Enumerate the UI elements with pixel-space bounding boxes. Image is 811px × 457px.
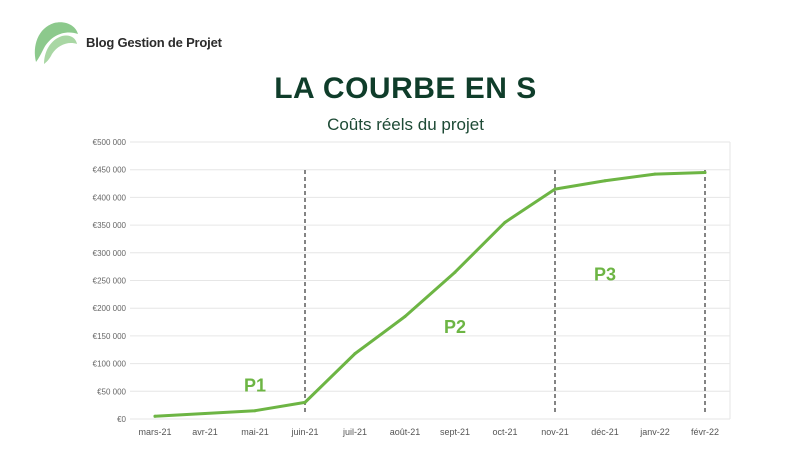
y-tick-label: €500 000 [93,138,127,147]
page-subtitle: Coûts réels du projet [327,115,484,134]
data-point [553,187,557,191]
x-tick-label: avr-21 [192,427,218,437]
data-point [403,315,407,319]
data-point [353,352,357,356]
brand: Blog Gestion de Projet [30,18,222,66]
brand-name: Blog Gestion de Projet [86,34,222,50]
leaf-logo-icon [34,22,78,64]
data-point [303,400,307,404]
x-tick-label: juin-21 [290,427,318,437]
data-point [453,270,457,274]
y-tick-label: €350 000 [93,221,127,230]
phase-label: P2 [444,317,466,337]
x-tick-label: déc-21 [591,427,619,437]
data-point [703,170,707,174]
data-point [503,220,507,224]
y-tick-label: €300 000 [93,249,127,258]
series-line [153,170,707,418]
y-tick-label: €50 000 [97,387,126,396]
phase-label: P1 [244,375,266,395]
s-curve-chart: €0 €50 000 €100 000 €150 000 €200 000 €250 00… [93,138,731,437]
x-tick-label: oct-21 [492,427,517,437]
x-tick-label: févr-22 [691,427,719,437]
data-point [153,414,157,418]
page-title: LA COURBE EN S [274,72,537,105]
phase-label: P3 [594,265,616,285]
x-tick-label: janv-22 [639,427,670,437]
data-point [203,411,207,415]
chart: €0 €50 000 €100 000 €150 000 €200 000 €250 00… [80,132,740,452]
x-tick-label: mars-21 [138,427,171,437]
y-tick-label: €250 000 [93,277,127,286]
x-tick-label: juil-21 [342,427,367,437]
y-tick-label: €0 [117,415,126,424]
x-tick-label: sept-21 [440,427,470,437]
x-tick-label: août-21 [390,427,421,437]
y-tick-label: €450 000 [93,166,127,175]
y-tick-label: €150 000 [93,332,127,341]
data-point [253,409,257,413]
y-tick-label: €200 000 [93,304,127,313]
data-point [653,172,657,176]
x-tick-label: nov-21 [541,427,569,437]
data-point [603,179,607,183]
x-tick-label: mai-21 [241,427,269,437]
y-tick-label: €400 000 [93,193,127,202]
y-tick-label: €100 000 [93,360,127,369]
